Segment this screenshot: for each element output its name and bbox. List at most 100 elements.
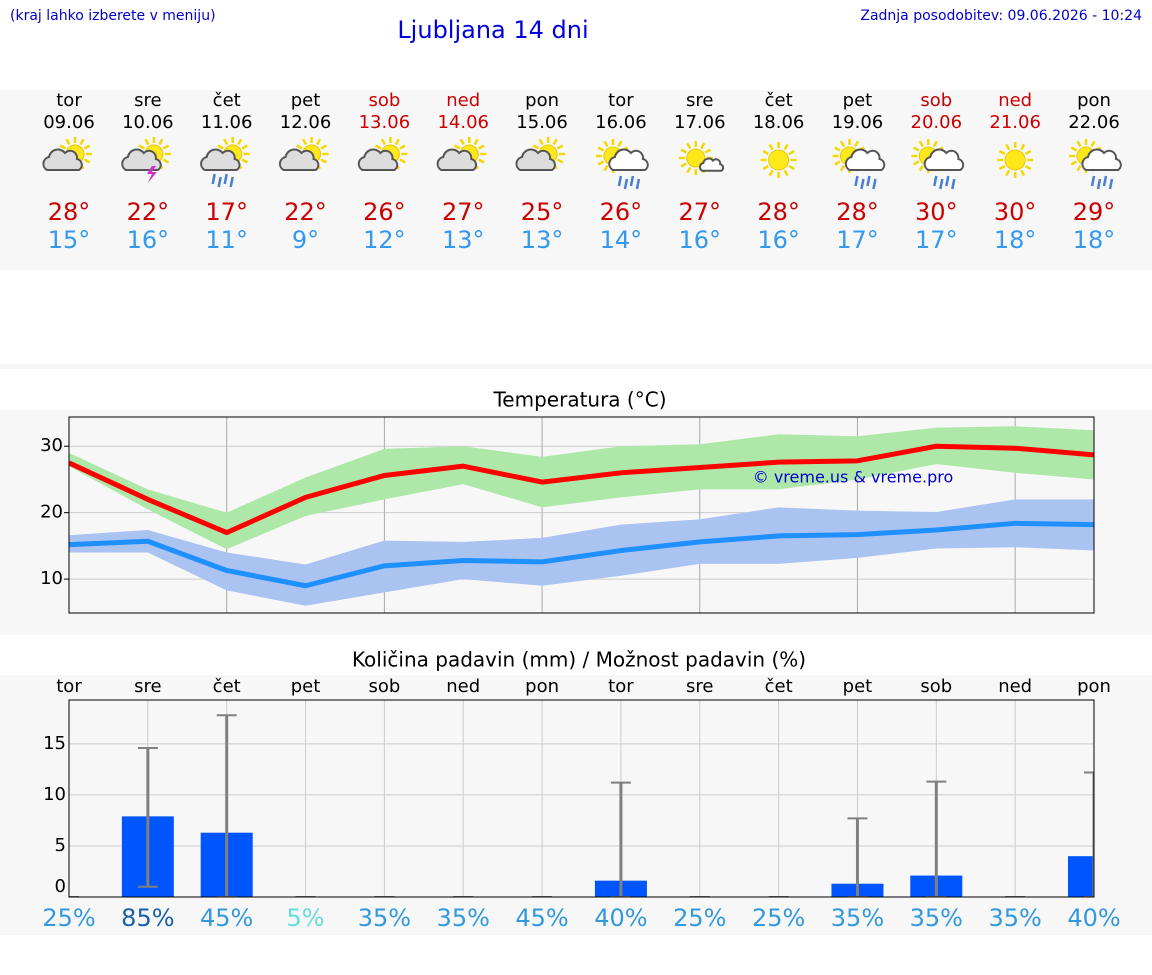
sun-ray [556, 144, 564, 150]
max-temp: 22° [127, 198, 170, 226]
sun-ray [556, 158, 564, 164]
x-tick-label: sre [134, 676, 161, 697]
day-name: sre [134, 90, 161, 111]
sun-ray [617, 140, 623, 148]
y-tick-label: 10 [40, 568, 63, 589]
max-temp: 28° [48, 198, 91, 226]
max-temp: 22° [284, 198, 327, 226]
sun-ray [686, 166, 692, 174]
sun-ray [375, 144, 382, 150]
cloud [436, 148, 478, 171]
probability-label: 35% [358, 904, 411, 932]
precipitation-plot [69, 700, 1094, 897]
sun-ray [603, 164, 609, 172]
sun-ray [315, 138, 322, 146]
date: 19.06 [832, 112, 884, 133]
sun-ray [1076, 164, 1082, 172]
cloud [42, 148, 83, 171]
x-tick-label: pon [525, 676, 559, 697]
x-tick-label: pet [291, 676, 321, 697]
cloud [699, 157, 725, 172]
x-tick-label: ned [446, 676, 480, 697]
day-name: sob [920, 90, 952, 111]
max-temp: 30° [994, 198, 1037, 226]
date: 20.06 [911, 112, 963, 133]
temperature-plot [69, 417, 1094, 613]
sun-ray [1005, 169, 1011, 177]
sun-ray [834, 160, 841, 166]
sun-ray [237, 138, 243, 146]
max-temp: 28° [836, 198, 879, 226]
sun-ray [478, 144, 485, 150]
line [69, 443, 1094, 536]
sun-ray [380, 138, 386, 146]
rain-drop [629, 175, 635, 187]
sun-ray [144, 138, 150, 146]
day-name: pet [843, 90, 873, 111]
x-tick-label: tor [56, 676, 82, 697]
max-temp: 26° [600, 198, 643, 226]
sun-ray [399, 144, 406, 150]
rain-drop [1096, 178, 1102, 190]
sun-ray [399, 158, 406, 164]
weather-icon [278, 137, 329, 171]
weather-icon [121, 137, 171, 183]
min-temp: 12° [363, 226, 406, 254]
sun-ray [320, 144, 327, 150]
x-tick-label: tor [608, 676, 634, 697]
rain-drop [945, 175, 950, 187]
date: 22.06 [1068, 112, 1120, 133]
y-tick-label: 30 [40, 435, 63, 456]
date: 16.06 [595, 112, 647, 133]
rain-drop [951, 178, 956, 190]
cloud [923, 148, 965, 171]
sun-ray [320, 158, 327, 164]
menu-hint[interactable]: (kraj lahko izberete v meniju) [10, 8, 216, 24]
weather-icon [515, 137, 566, 171]
sun [768, 149, 790, 171]
sun-ray [768, 143, 774, 151]
max-temp: 17° [205, 198, 248, 226]
sun-ray [552, 138, 558, 146]
y-tick-label: 15 [43, 733, 66, 754]
forecast-background [0, 90, 1152, 270]
date: 21.06 [989, 112, 1041, 133]
sun-ray [79, 138, 85, 146]
min-temp: 17° [836, 226, 879, 254]
cloud [357, 148, 399, 171]
min-temp: 16° [757, 226, 800, 254]
cloud [200, 148, 241, 171]
sun-ray [223, 138, 229, 146]
weather-icon [911, 139, 965, 190]
sun [686, 148, 706, 168]
sun-ray [59, 144, 67, 150]
min-temp: 18° [1073, 226, 1116, 254]
sun-ray [918, 140, 924, 148]
y-tick-label: 5 [55, 835, 66, 856]
sun-ray [162, 158, 170, 164]
x-tick-label: čet [765, 676, 793, 697]
rain-drop [1108, 178, 1114, 190]
rain-drop [933, 175, 938, 187]
sun-ray [1005, 143, 1011, 151]
rain-drop [1102, 175, 1108, 187]
chart-title: Temperatura (°C) [492, 388, 666, 412]
probability-label: 35% [910, 904, 963, 932]
probability-label: 40% [1067, 904, 1120, 932]
range-band [69, 426, 1094, 550]
sun-ray [597, 160, 605, 166]
min-temp: 16° [678, 226, 721, 254]
sun [1004, 149, 1026, 171]
sun-ray [918, 164, 924, 172]
sun-ray [998, 149, 1006, 156]
weather-icon [200, 137, 250, 188]
plot-frame [68, 699, 1095, 898]
x-tick-label: pet [843, 676, 873, 697]
cloud [608, 148, 649, 171]
day-name: sre [686, 90, 713, 111]
x-tick-label: pon [1077, 676, 1111, 697]
sun-ray [700, 142, 706, 150]
max-temp: 25° [521, 198, 564, 226]
icons [42, 137, 1122, 190]
sun-ray [932, 140, 938, 148]
